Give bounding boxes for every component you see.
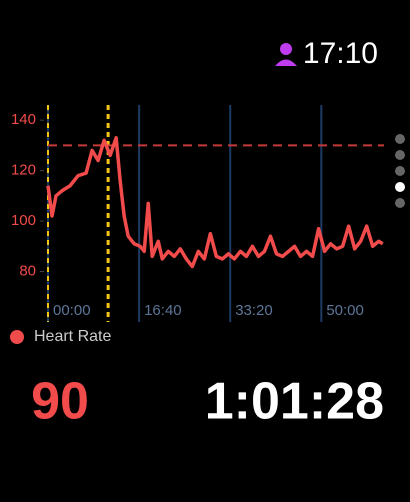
x-tick-label: 50:00 [326,302,364,319]
y-tick-label: 80 [19,263,36,280]
x-tick-label: 16:40 [144,302,182,319]
clock: 17:10 [303,37,378,70]
y-tick-label: 140 [11,111,36,128]
heart-rate-line [46,136,384,269]
y-tick-label: 120 [11,162,36,179]
elapsed-time: 1:01:28 [205,373,384,431]
x-tick-label: 00:00 [53,302,91,319]
legend-swatch [10,330,24,344]
chart: 00:00 16:40 33:20 50:00 80 100 120 140 [11,105,384,322]
x-tick-label: 33:20 [235,302,273,319]
y-tick-label: 100 [11,212,36,229]
page-dots [395,134,405,208]
person-icon [275,43,297,66]
legend-label: Heart Rate [34,328,111,345]
heart-rate-value: 90 [31,373,89,431]
